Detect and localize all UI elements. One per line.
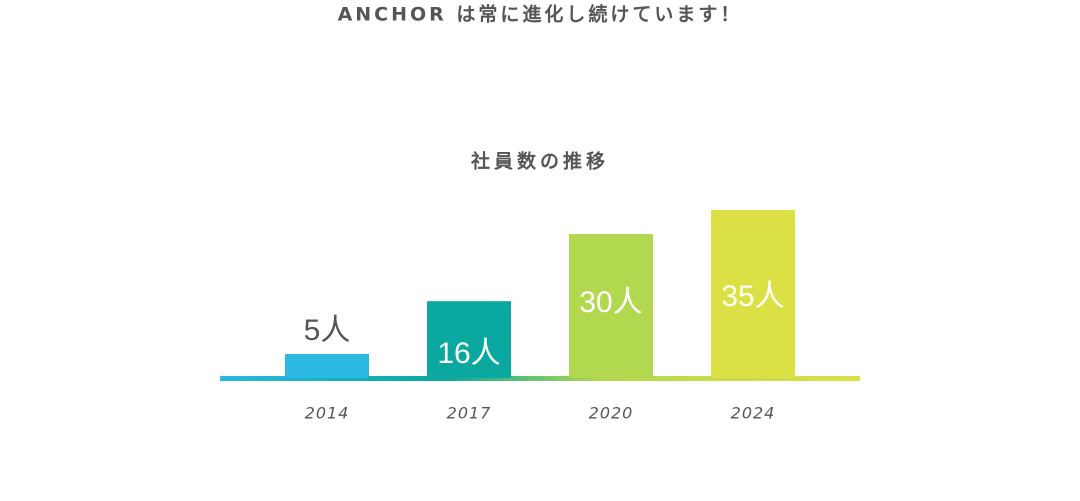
bar: [285, 354, 369, 378]
heading: ANCHOR は常に進化し続けています！: [338, 3, 743, 26]
bar: [569, 234, 653, 378]
x-tick-label: 2017: [447, 404, 492, 423]
chart-title: 社員数の推移: [470, 150, 609, 173]
value-label: 35人: [721, 280, 784, 313]
value-label: 30人: [579, 286, 642, 319]
x-tick-label: 2014: [305, 404, 350, 423]
x-tick-label: 2024: [731, 404, 776, 423]
value-label: 16人: [437, 337, 500, 370]
bar: [427, 301, 511, 378]
x-tick-label: 2020: [589, 404, 634, 423]
baseline: [220, 376, 860, 381]
value-label: 5人: [304, 314, 351, 347]
bar: [711, 210, 795, 378]
